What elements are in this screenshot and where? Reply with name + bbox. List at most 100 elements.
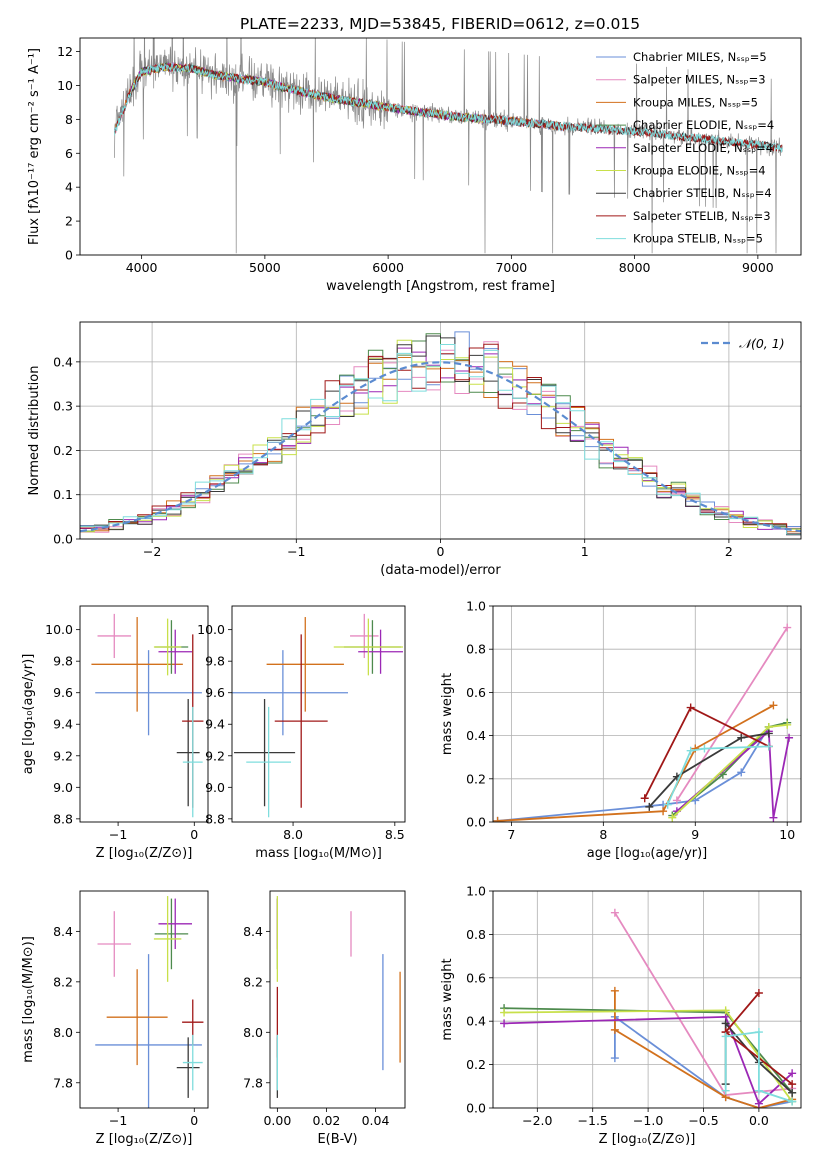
panel-mass_vs_ebv: 0.00 0.02 0.04 7.8 8.0 8.2 8.4 E(B-V) bbox=[243, 890, 406, 1147]
y-tick-label: 8.8 bbox=[205, 811, 225, 826]
figure-title: PLATE=2233, MJD=53845, FIBERID=0612, z=0… bbox=[240, 15, 640, 33]
mass-weight-marker bbox=[686, 746, 695, 755]
age_vs_Z-plot-area bbox=[91, 613, 204, 818]
x-tick-label: 10 bbox=[779, 827, 795, 842]
y-axis-label: Flux [fλ10⁻¹⁷ erg cm⁻² s⁻¹ A⁻¹] bbox=[27, 48, 42, 245]
mass-weight-marker bbox=[788, 1080, 797, 1089]
y-tick-label: 0.0 bbox=[53, 532, 73, 547]
y-tick-label: 9.2 bbox=[53, 748, 73, 763]
mass-weight-line bbox=[497, 726, 770, 822]
x-axis-label: wavelength [Angstrom, rest frame] bbox=[326, 279, 555, 294]
y-tick-label: 0.0 bbox=[466, 1101, 486, 1116]
x-tick-label: −1 bbox=[287, 544, 305, 559]
y-tick-label: 0.8 bbox=[466, 927, 486, 942]
x-tick-label: 0.00 bbox=[263, 1113, 291, 1128]
y-tick-label: 8.4 bbox=[53, 924, 73, 939]
mass-weight-marker bbox=[700, 744, 709, 753]
panel-spectrum: 4000 5000 6000 7000 8000 9000 0 2 4 6 8 10 12 wavelen… bbox=[27, 37, 802, 294]
y-tick-label: 0.2 bbox=[466, 1057, 486, 1072]
axes-frame bbox=[79, 37, 802, 256]
axes-frame bbox=[492, 890, 802, 1109]
normal-curve-line bbox=[80, 361, 801, 533]
y-tick-label: 8.2 bbox=[53, 974, 73, 989]
axes-frame bbox=[79, 321, 802, 540]
mass-weight-marker bbox=[610, 908, 619, 917]
age_vs_mass-plot-area bbox=[232, 613, 403, 818]
x-axis-label: E(B-V) bbox=[317, 1132, 357, 1147]
x-tick-label: −1.0 bbox=[633, 1113, 663, 1128]
legend-entry: Kroupa ELODIE, Nₛₛₚ=4 bbox=[633, 164, 766, 178]
x-tick-label: 7000 bbox=[495, 260, 527, 275]
y-tick-label: 2 bbox=[65, 214, 73, 229]
mass-weight-marker bbox=[754, 1028, 763, 1037]
mass-weight-marker bbox=[737, 733, 746, 742]
y-tick-label: 9.8 bbox=[205, 654, 225, 669]
y-tick-label: 9.4 bbox=[53, 717, 73, 732]
y-tick-label: 9.0 bbox=[205, 780, 225, 795]
y-tick-label: 0.0 bbox=[466, 815, 486, 830]
legend-entry: Kroupa MILES, Nₛₛₚ=5 bbox=[633, 95, 758, 109]
axes-frame bbox=[231, 605, 406, 823]
legend-entry: Salpeter MILES, Nₛₛₚ=3 bbox=[633, 73, 766, 87]
mass-weight-marker bbox=[785, 733, 794, 742]
y-axis-label: age [log₁₀(age/yr)] bbox=[21, 654, 36, 775]
residuals-plot-area bbox=[80, 322, 801, 539]
mass-weight-marker bbox=[668, 813, 677, 822]
x-tick-label: 8 bbox=[599, 827, 607, 842]
spectrum-plot-area bbox=[114, 38, 783, 254]
y-tick-label: 0.8 bbox=[466, 642, 486, 657]
x-tick-label: 4000 bbox=[126, 260, 158, 275]
y-tick-label: 9.0 bbox=[53, 780, 73, 795]
y-tick-label: 7.8 bbox=[53, 1075, 73, 1090]
y-tick-label: 8.0 bbox=[53, 1025, 73, 1040]
y-tick-label: 0.4 bbox=[466, 1014, 486, 1029]
panel-age_vs_mass: 8.0 8.5 8.8 9.0 9.2 9.4 9.6 9.8 10.0 mass [log₁₀(… bbox=[197, 605, 406, 861]
x-tick-label: 2 bbox=[725, 544, 733, 559]
mass-weight-marker bbox=[610, 1054, 619, 1063]
y-tick-label: 7.8 bbox=[243, 1075, 263, 1090]
axes-frame bbox=[492, 605, 802, 823]
y-axis-label: mass weight bbox=[440, 958, 455, 1040]
mass-weight-marker bbox=[500, 1019, 509, 1028]
y-tick-label: 0 bbox=[65, 248, 73, 263]
panel-age_vs_Z: −1 0 8.8 9.0 9.2 9.4 9.6 9.8 10.0 Z [log₁₀(Z/Z⊙)]… bbox=[21, 605, 209, 861]
axes-frame bbox=[79, 605, 209, 823]
y-tick-label: 0.6 bbox=[466, 685, 486, 700]
mass-weight-marker bbox=[788, 1088, 797, 1097]
legend-entry: Salpeter STELIB, Nₛₛₚ=3 bbox=[633, 209, 771, 223]
mass-weight-marker bbox=[721, 1086, 730, 1095]
y-tick-label: 9.2 bbox=[205, 748, 225, 763]
y-tick-label: 4 bbox=[65, 180, 73, 195]
legend-entry: Salpeter ELODIE, Nₛₛₚ=4 bbox=[633, 141, 773, 155]
y-axis-label: mass [log₁₀(M/M⊙)] bbox=[21, 936, 36, 1063]
y-tick-label: 9.6 bbox=[205, 685, 225, 700]
y-tick-label: 1.0 bbox=[466, 599, 486, 614]
mass-weight-line bbox=[676, 627, 788, 801]
mass-weight-marker bbox=[645, 802, 654, 811]
mass-weight-marker bbox=[493, 816, 502, 822]
mass_weight_vs_age-plot-area bbox=[493, 606, 801, 822]
y-tick-label: 10 bbox=[57, 78, 73, 93]
x-axis-label: Z [log₁₀(Z/Z⊙)] bbox=[599, 1132, 696, 1147]
y-tick-label: 8.2 bbox=[243, 974, 263, 989]
x-tick-label: 8.0 bbox=[283, 827, 303, 842]
x-axis-label: mass [log₁₀(M/M⊙)] bbox=[255, 846, 382, 861]
x-axis-label: Z [log₁₀(Z/Z⊙)] bbox=[96, 846, 193, 861]
x-tick-label: 6000 bbox=[372, 260, 404, 275]
x-tick-label: 0.04 bbox=[362, 1113, 390, 1128]
x-tick-label: 8000 bbox=[619, 260, 651, 275]
axes-frame bbox=[79, 890, 209, 1109]
mass-weight-marker bbox=[783, 720, 792, 729]
residual-histogram-series bbox=[80, 344, 801, 535]
legend-entry: Chabrier ELODIE, Nₛₛₚ=4 bbox=[633, 118, 774, 132]
x-tick-label: 0 bbox=[190, 1113, 198, 1128]
axes-frame bbox=[269, 890, 406, 1109]
mass_vs_ebv-plot-area bbox=[276, 896, 401, 1098]
x-tick-label: −0.5 bbox=[688, 1113, 718, 1128]
y-tick-label: 8.4 bbox=[243, 924, 263, 939]
mass-weight-marker bbox=[721, 1006, 730, 1015]
y-tick-label: 0.1 bbox=[53, 487, 73, 502]
y-tick-label: 0.4 bbox=[466, 728, 486, 743]
mass-weight-marker bbox=[788, 1069, 797, 1078]
